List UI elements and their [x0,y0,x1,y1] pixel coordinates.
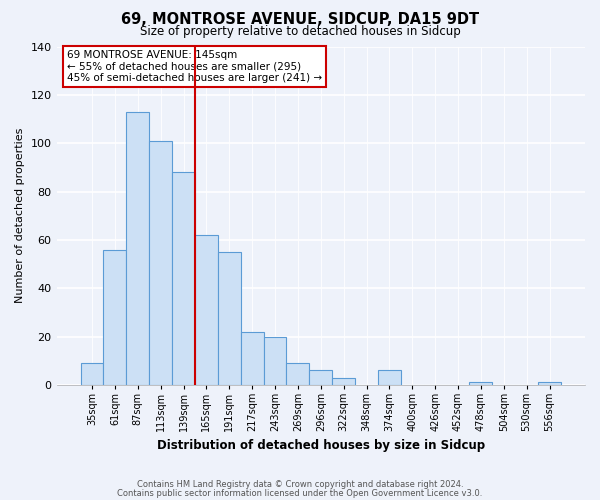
Bar [172,172,195,385]
Bar [378,370,401,385]
Bar [195,235,218,385]
Bar [80,363,103,385]
Bar [538,382,561,385]
Text: Contains public sector information licensed under the Open Government Licence v3: Contains public sector information licen… [118,489,482,498]
Y-axis label: Number of detached properties: Number of detached properties [15,128,25,304]
Bar [310,370,332,385]
Text: 69 MONTROSE AVENUE: 145sqm
← 55% of detached houses are smaller (295)
45% of sem: 69 MONTROSE AVENUE: 145sqm ← 55% of deta… [67,50,322,83]
Text: Size of property relative to detached houses in Sidcup: Size of property relative to detached ho… [140,25,460,38]
Bar [241,332,263,385]
Bar [469,382,493,385]
Text: 69, MONTROSE AVENUE, SIDCUP, DA15 9DT: 69, MONTROSE AVENUE, SIDCUP, DA15 9DT [121,12,479,28]
Bar [149,141,172,385]
Bar [263,336,286,385]
Bar [103,250,127,385]
X-axis label: Distribution of detached houses by size in Sidcup: Distribution of detached houses by size … [157,440,485,452]
Bar [127,112,149,385]
Bar [218,252,241,385]
Bar [332,378,355,385]
Text: Contains HM Land Registry data © Crown copyright and database right 2024.: Contains HM Land Registry data © Crown c… [137,480,463,489]
Bar [286,363,310,385]
